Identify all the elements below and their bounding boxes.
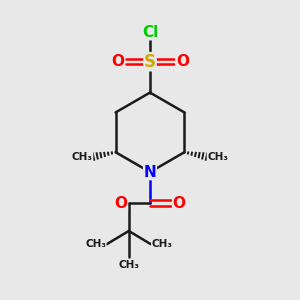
Text: S: S — [144, 53, 156, 71]
Text: O: O — [111, 54, 124, 69]
Text: CH₃: CH₃ — [118, 260, 139, 270]
Text: CH₃: CH₃ — [85, 239, 106, 249]
Text: Cl: Cl — [142, 25, 158, 40]
Text: O: O — [176, 54, 189, 69]
Text: O: O — [114, 196, 127, 211]
Text: CH₃: CH₃ — [207, 152, 228, 162]
Text: O: O — [173, 196, 186, 211]
Text: N: N — [144, 165, 156, 180]
Text: CH₃: CH₃ — [152, 239, 172, 249]
Text: CH₃: CH₃ — [72, 152, 93, 162]
